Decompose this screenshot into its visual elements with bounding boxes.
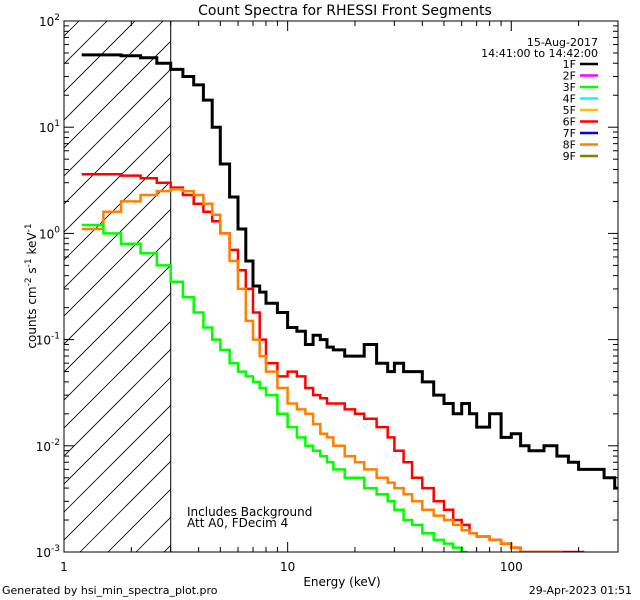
legend-label: 4F (563, 93, 576, 106)
series-line-1F (81, 53, 618, 490)
legend-label: 5F (563, 104, 576, 117)
hatch-line (64, 264, 171, 373)
y-tick-base: 10 (39, 227, 54, 241)
legend-label: 9F (563, 150, 576, 163)
hatch-line (64, 21, 80, 37)
hatch-line (64, 124, 171, 233)
hatch-line (64, 180, 171, 289)
y-tick-exp: -2 (51, 438, 60, 448)
x-tick-label: 100 (500, 560, 523, 574)
hatch-line (64, 40, 171, 149)
hatch-line (64, 21, 108, 65)
y-tick-base: 10 (36, 546, 51, 560)
hatch-line (64, 376, 171, 485)
hatch-line (248, 21, 640, 552)
hatch-line (64, 96, 171, 205)
y-tick-label: 101 (39, 119, 60, 135)
series-line-8F (81, 188, 563, 552)
hatch-line (64, 68, 171, 177)
y-label-sup: -2 (24, 277, 34, 286)
hatch-line (79, 460, 171, 552)
series-line-3F (81, 223, 468, 552)
y-label-part: counts cm (25, 286, 39, 348)
y-tick-base: 10 (39, 121, 54, 135)
annotation-background: Includes Background (187, 505, 312, 519)
y-tick-exp: 1 (54, 119, 60, 129)
hatch-line (107, 488, 171, 552)
chart-title: Count Spectra for RHESSI Front Segments (198, 3, 492, 19)
y-tick-exp: 2 (54, 13, 60, 23)
x-axis-label: Energy (keV) (303, 575, 380, 589)
hatch-line (64, 21, 164, 121)
y-tick-exp: 0 (54, 225, 60, 235)
hatch-line (220, 21, 640, 552)
x-tick-label: 1 (60, 560, 68, 574)
y-tick-label: 10-1 (36, 332, 60, 348)
legend-label: 7F (563, 127, 576, 140)
legend-label: 1F (563, 58, 576, 71)
date-label: 15-Aug-2017 (527, 36, 598, 49)
hatch-line (64, 236, 171, 345)
y-label-part: keV (25, 232, 39, 259)
annotation-attenuator: Att A0, FDecim 4 (187, 516, 288, 530)
y-tick-base: 10 (36, 440, 51, 454)
legend-label: 8F (563, 139, 576, 152)
y-label-sup: -1 (24, 258, 34, 267)
legend-label: 3F (563, 81, 576, 94)
hatch-line (64, 320, 171, 429)
hatch-line (64, 432, 171, 541)
y-tick-label: 102 (39, 13, 60, 29)
y-label-part: s (25, 267, 39, 277)
timestamp-label: 29-Apr-2023 01:51 (529, 584, 632, 597)
y-tick-label: 100 (39, 225, 60, 241)
y-tick-base: 10 (36, 334, 51, 348)
plot-frame (63, 20, 619, 553)
hatch-line (0, 21, 23, 552)
axis-ticks (63, 20, 619, 553)
y-label-sup: -1 (24, 223, 34, 232)
x-tick-label: 10 (280, 560, 295, 574)
hatched-region (0, 21, 640, 552)
time-range-label: 14:41:00 to 14:42:00 (481, 47, 598, 60)
hatch-line (64, 208, 171, 317)
hatch-line (64, 348, 171, 457)
y-tick-label: 10-3 (36, 544, 60, 560)
y-tick-label: 10-2 (36, 438, 60, 454)
series-group (81, 53, 618, 552)
hatch-line (64, 21, 136, 93)
legend-label: 6F (563, 116, 576, 129)
y-tick-exp: -1 (51, 332, 60, 342)
hatch-line (64, 404, 171, 513)
legend-label: 2F (563, 70, 576, 83)
y-tick-exp: -3 (51, 544, 60, 554)
y-tick-base: 10 (39, 15, 54, 29)
generated-by-label: Generated by hsi_min_spectra_plot.pro (2, 584, 218, 597)
y-axis-label: counts cm-2 s-1 keV-1 (24, 223, 39, 348)
